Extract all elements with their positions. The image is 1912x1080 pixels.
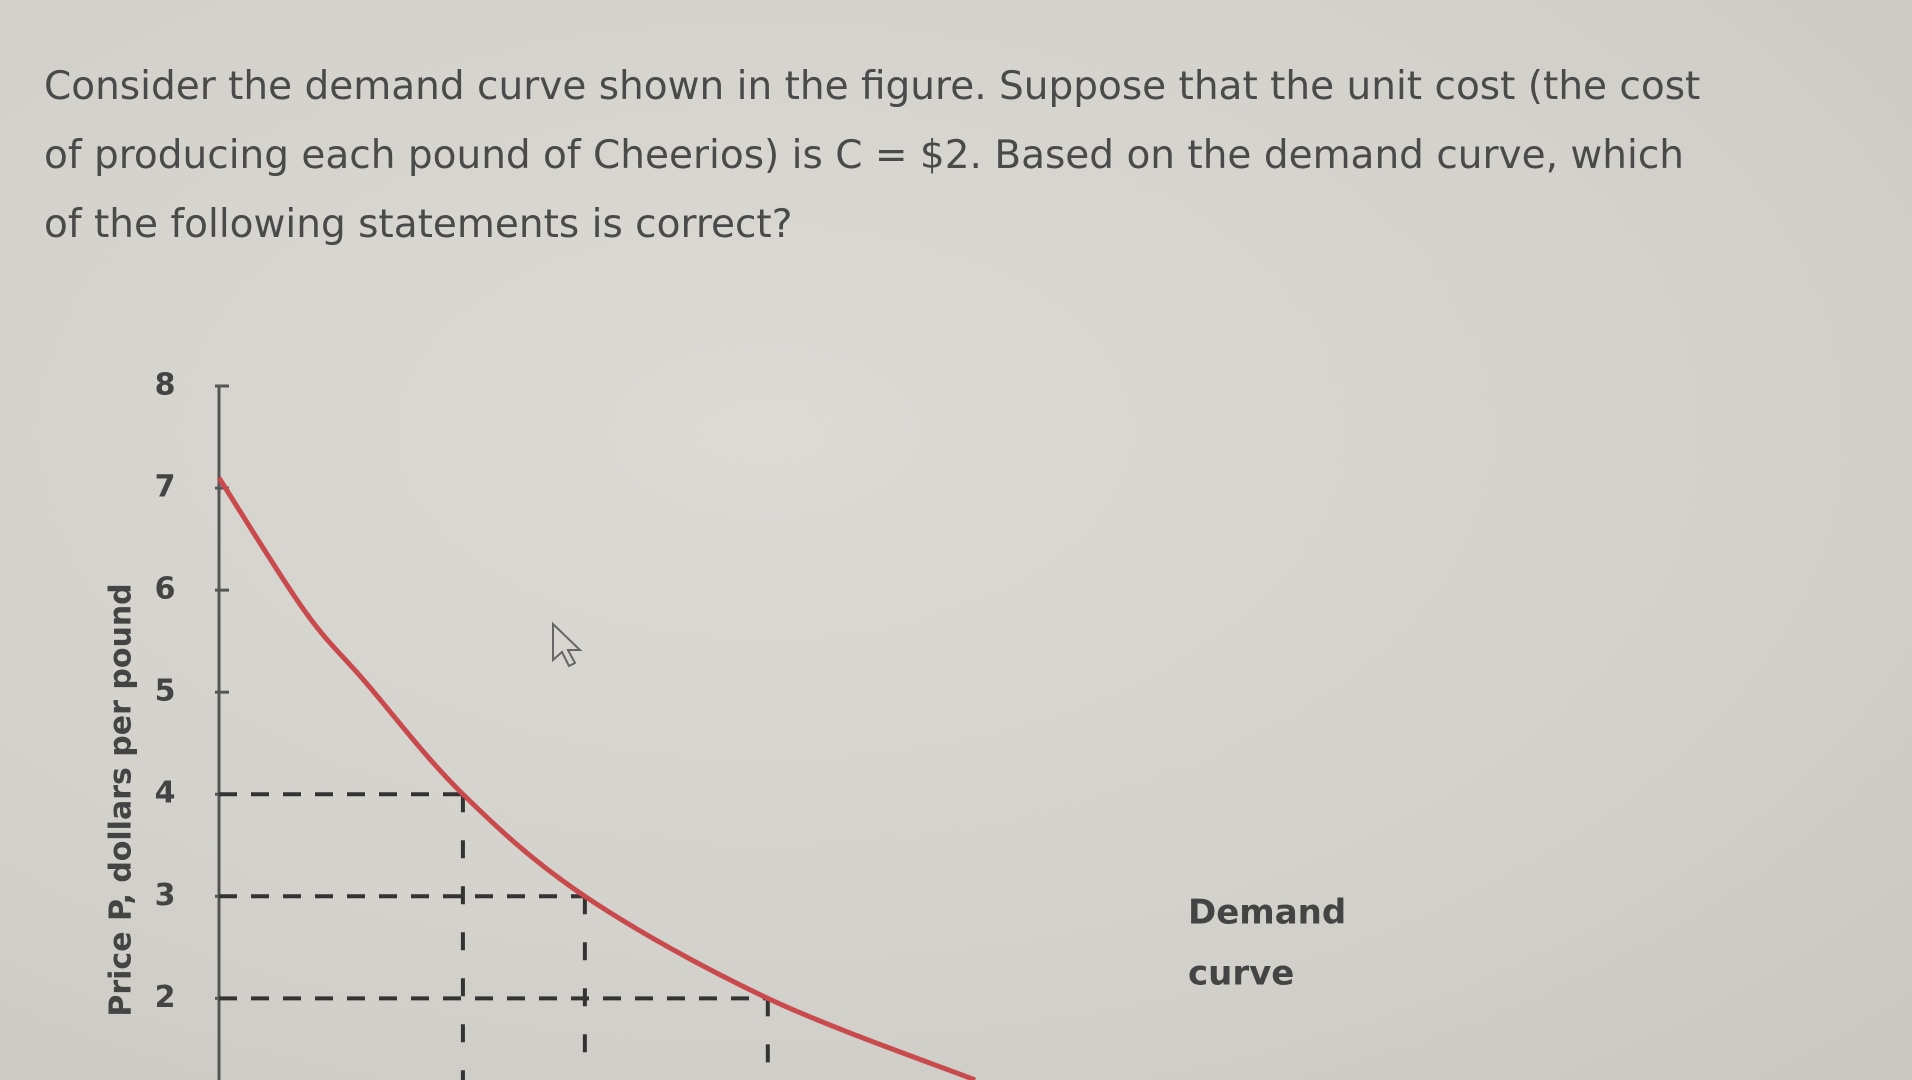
y-tick-label: 5 (155, 674, 176, 709)
y-tick-label: 8 (155, 368, 176, 403)
curve-label: curve (1188, 954, 1294, 994)
y-tick-label: 6 (155, 572, 176, 607)
question-line: Consider the demand curve shown in the f… (44, 64, 1701, 109)
mouse-cursor (552, 621, 583, 668)
y-axis-label: Price P, dollars per pound (104, 583, 139, 1016)
y-tick-label: 4 (155, 776, 176, 811)
question-line: of the following statements is correct? (44, 202, 793, 247)
y-tick-label: 3 (155, 878, 176, 913)
y-tick-label: 7 (155, 470, 176, 505)
y-tick-label: 2 (155, 980, 176, 1015)
demand-curve (216, 476, 977, 1080)
question-line: of producing each pound of Cheerios) is … (44, 133, 1684, 178)
curve-label: Demand (1188, 893, 1346, 933)
